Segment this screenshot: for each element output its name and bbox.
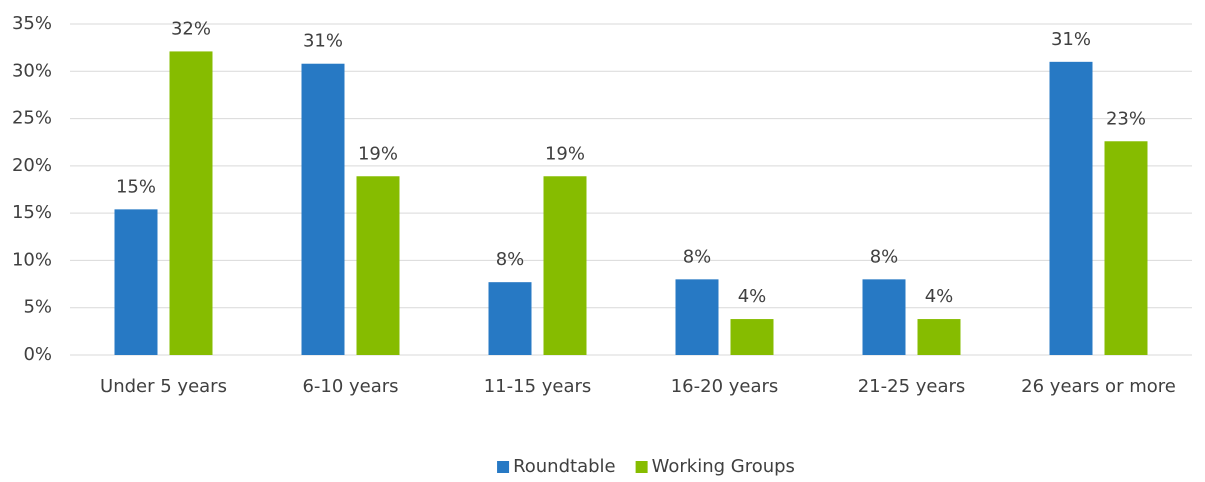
legend-swatch [635, 461, 648, 473]
data-label: 19% [358, 143, 398, 164]
x-tick-label: 26 years or more [1021, 376, 1176, 397]
x-tick-label: 21-25 years [858, 376, 966, 397]
bar [862, 279, 906, 355]
data-label: 8% [683, 246, 712, 267]
bar [1049, 61, 1093, 355]
y-tick-label: 25% [12, 108, 52, 129]
y-tick-label: 30% [12, 60, 52, 81]
data-label: 31% [303, 31, 343, 52]
bar [917, 319, 961, 355]
legend-swatch [497, 461, 510, 473]
bar [730, 319, 774, 355]
y-tick-label: 35% [12, 13, 52, 34]
bar [114, 209, 158, 355]
data-label: 15% [116, 176, 156, 197]
bar [356, 176, 400, 355]
y-tick-label: 20% [12, 155, 52, 176]
bar [675, 279, 719, 355]
y-tick-label: 5% [23, 297, 52, 318]
y-tick-label: 15% [12, 202, 52, 223]
data-label: 4% [925, 286, 954, 307]
bar [488, 282, 532, 355]
data-label: 8% [496, 249, 525, 270]
legend-label: Working Groups [652, 456, 795, 477]
data-label: 8% [870, 246, 899, 267]
data-label: 31% [1051, 29, 1091, 50]
bar [169, 51, 213, 355]
data-label: 32% [171, 18, 211, 39]
y-tick-label: 10% [12, 249, 52, 270]
x-tick-label: 11-15 years [484, 376, 592, 397]
y-tick-label: 0% [23, 344, 52, 365]
bar [301, 63, 345, 355]
x-tick-label: Under 5 years [100, 376, 227, 397]
x-tick-label: 16-20 years [671, 376, 779, 397]
data-label: 23% [1106, 108, 1146, 129]
legend-label: Roundtable [513, 456, 616, 477]
bar [543, 176, 587, 355]
data-label: 19% [545, 143, 585, 164]
data-label: 4% [738, 286, 767, 307]
x-tick-label: 6-10 years [302, 376, 398, 397]
bar [1104, 141, 1148, 355]
